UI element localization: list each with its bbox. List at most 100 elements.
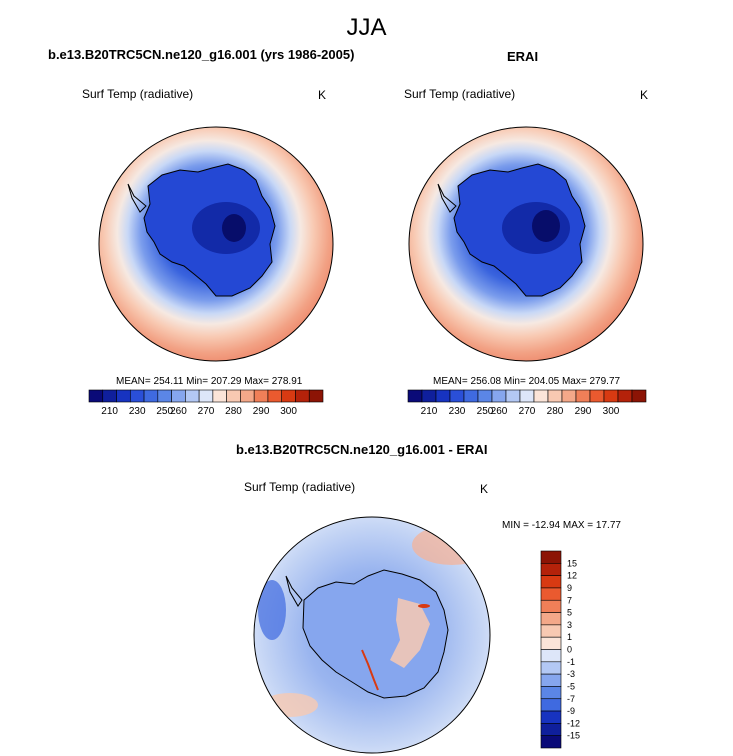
panel-3-warm-anomaly xyxy=(262,693,318,717)
colorbar-swatch xyxy=(407,389,423,403)
colorbar-swatch xyxy=(540,661,562,675)
panel-2-map xyxy=(408,126,644,362)
colorbar-swatch xyxy=(540,563,562,576)
colorbar-tick-label: 270 xyxy=(519,406,536,417)
panel-2-map-border xyxy=(408,126,644,362)
panel-3-units: K xyxy=(480,482,489,496)
colorbar-swatch xyxy=(603,389,619,403)
panel-2-units: K xyxy=(640,88,649,102)
colorbar-swatch xyxy=(547,389,563,403)
colorbar-swatch xyxy=(519,389,535,403)
colorbar-swatch xyxy=(477,389,493,403)
colorbar-swatch xyxy=(463,389,479,403)
panel-1-variable: Surf Temp (radiative) xyxy=(82,87,194,101)
colorbar-tick-label: 5 xyxy=(567,608,572,618)
colorbar-swatch xyxy=(491,389,507,403)
panel-1-core xyxy=(222,214,246,242)
panel-3-warm-anomaly xyxy=(361,649,379,691)
colorbar-tick-label: 12 xyxy=(567,571,577,581)
colorbar-swatch xyxy=(540,723,562,736)
colorbar-tick-label: 230 xyxy=(449,406,466,417)
colorbar-swatch xyxy=(540,649,562,663)
colorbar-swatch xyxy=(540,624,562,638)
colorbar-tick-label: 250 xyxy=(477,406,494,417)
panel-3-map-border xyxy=(253,516,491,754)
colorbar-swatch xyxy=(171,389,186,403)
panel-1-map-border xyxy=(98,126,334,362)
colorbar-swatch xyxy=(540,686,562,700)
panel-3-stats: MIN = -12.94 MAX = 17.77 xyxy=(502,520,621,531)
panel-3-peninsula xyxy=(285,575,303,607)
panel-2-title: ERAI xyxy=(507,49,539,64)
panel-1-units: K xyxy=(318,88,327,102)
colorbar-swatch xyxy=(421,389,437,403)
panel-3-title: b.e13.B20TRC5CN.ne120_g16.001 - ERAI xyxy=(236,442,488,457)
colorbar-swatch xyxy=(116,389,131,403)
colorbar-swatch xyxy=(226,389,241,403)
colorbar-swatch xyxy=(561,389,577,403)
panel-3-variable: Surf Temp (radiative) xyxy=(244,480,356,494)
colorbar-tick-label: -3 xyxy=(567,669,575,679)
colorbar-tick-label: -7 xyxy=(567,694,575,704)
colorbar-tick-label: 300 xyxy=(280,406,297,417)
colorbar-swatch xyxy=(102,389,117,403)
panel-3-colorbar: 15 12 9 7 5 3 1 0 -1 -3 -5 -7 -9 -12 -15 xyxy=(540,550,580,749)
colorbar-tick-label: 210 xyxy=(421,406,438,417)
colorbar-swatch xyxy=(267,389,283,403)
colorbar-tick-label: -9 xyxy=(567,706,575,716)
colorbar-swatch xyxy=(617,389,633,403)
colorbar-tick-label: 3 xyxy=(567,620,572,630)
colorbar-swatch xyxy=(88,389,104,403)
colorbar-swatch xyxy=(198,389,214,403)
colorbar-tick-label: 9 xyxy=(567,583,572,593)
colorbar-swatch xyxy=(540,550,562,564)
panel-1-map xyxy=(98,126,334,362)
colorbar-swatch xyxy=(540,575,562,589)
colorbar-tick-label: -5 xyxy=(567,681,575,691)
colorbar-tick-label: 280 xyxy=(225,406,242,417)
colorbar-tick-label: 230 xyxy=(129,406,146,417)
colorbar-tick-label: 290 xyxy=(253,406,270,417)
colorbar-tick-label: 1 xyxy=(567,632,572,642)
panel-3-warm-anomaly xyxy=(418,604,430,608)
colorbar-swatch xyxy=(185,389,200,403)
colorbar-swatch xyxy=(540,599,562,613)
colorbar-swatch xyxy=(540,710,562,724)
colorbar-swatch xyxy=(129,389,145,403)
figure-title: JJA xyxy=(346,14,387,41)
colorbar-tick-label: -1 xyxy=(567,657,575,667)
colorbar-tick-label: 260 xyxy=(170,406,187,417)
colorbar-swatch xyxy=(540,612,562,626)
colorbar-tick-label: 260 xyxy=(491,406,508,417)
colorbar-swatch xyxy=(435,389,451,403)
colorbar-swatch xyxy=(540,587,562,601)
panel-3-cold-anomaly xyxy=(258,580,286,640)
colorbar-tick-label: -12 xyxy=(567,718,580,728)
colorbar-tick-label: 270 xyxy=(198,406,215,417)
colorbar-swatch xyxy=(253,389,269,403)
panel-2-peninsula xyxy=(437,183,457,213)
panel-1-peninsula xyxy=(127,183,147,213)
colorbar-tick-label: 0 xyxy=(567,645,572,655)
colorbar-swatch xyxy=(540,698,562,712)
panel-2-core xyxy=(532,210,560,242)
colorbar-swatch xyxy=(533,389,549,403)
colorbar-swatch xyxy=(143,389,159,403)
colorbar-swatch xyxy=(631,389,647,403)
colorbar-tick-label: 290 xyxy=(575,406,592,417)
colorbar-tick-label: 210 xyxy=(101,406,118,417)
colorbar-tick-label: 7 xyxy=(567,595,572,605)
colorbar-swatch xyxy=(157,389,172,403)
colorbar-tick-label: -15 xyxy=(567,731,580,741)
colorbar-swatch xyxy=(540,636,562,650)
colorbar-swatch xyxy=(240,389,255,403)
colorbar-swatch xyxy=(589,389,605,403)
colorbar-tick-label: 280 xyxy=(547,406,564,417)
colorbar-swatch xyxy=(308,389,324,403)
colorbar-swatch xyxy=(505,389,521,403)
panel-1-title: b.e13.B20TRC5CN.ne120_g16.001 (yrs 1986-… xyxy=(48,47,355,62)
panel-1-stats: MEAN= 254.11 Min= 207.29 Max= 278.91 xyxy=(116,376,303,387)
